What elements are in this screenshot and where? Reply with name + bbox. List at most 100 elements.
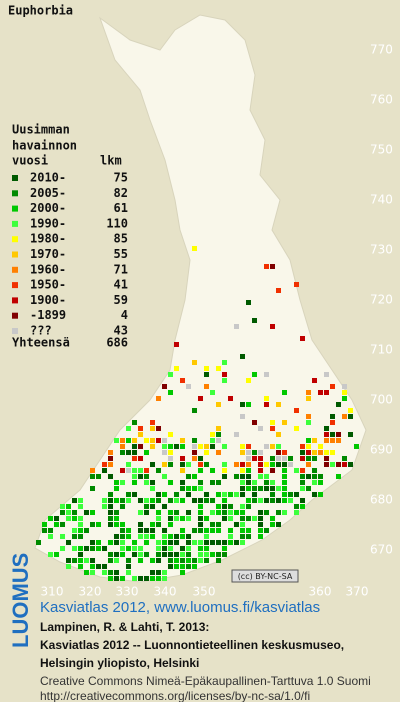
record-square [276, 402, 281, 407]
record-square [282, 456, 287, 461]
record-square [168, 450, 173, 455]
record-square [318, 480, 323, 485]
license-url[interactable]: http://creativecommons.org/licenses/by-n… [40, 689, 310, 702]
record-square [288, 492, 293, 497]
record-square [108, 510, 113, 515]
legend-count: 41 [114, 278, 128, 292]
record-square [336, 438, 341, 443]
record-square [300, 336, 305, 341]
record-square [240, 492, 245, 497]
record-square [294, 426, 299, 431]
legend-heading: vuosi [12, 154, 48, 168]
record-square [168, 432, 173, 437]
record-square [126, 426, 131, 431]
record-square [144, 576, 149, 581]
record-square [114, 516, 119, 521]
record-square [246, 468, 251, 473]
record-square [180, 456, 185, 461]
record-square [126, 546, 131, 551]
record-square [336, 462, 341, 467]
record-square [90, 546, 95, 551]
record-square [54, 552, 59, 557]
record-square [132, 420, 137, 425]
record-square [174, 366, 179, 371]
record-square [138, 546, 143, 551]
record-square [210, 522, 215, 527]
record-square [114, 522, 119, 527]
record-square [162, 474, 167, 479]
record-square [150, 534, 155, 539]
record-square [126, 558, 131, 563]
record-square [204, 498, 209, 503]
record-square [324, 426, 329, 431]
record-square [162, 462, 167, 467]
record-square [276, 486, 281, 491]
record-square [186, 558, 191, 563]
record-square [198, 396, 203, 401]
record-square [156, 516, 161, 521]
record-square [144, 468, 149, 473]
record-square [192, 564, 197, 569]
record-square [144, 552, 149, 557]
record-square [252, 498, 257, 503]
record-square [150, 504, 155, 509]
record-square [138, 426, 143, 431]
record-square [48, 534, 53, 539]
legend-count: 85 [114, 232, 128, 246]
record-square [156, 576, 161, 581]
record-square [330, 384, 335, 389]
record-square [216, 426, 221, 431]
record-square [150, 444, 155, 449]
record-square [108, 522, 113, 527]
record-square [78, 552, 83, 557]
record-square [204, 528, 209, 533]
record-square [66, 540, 71, 545]
record-square [198, 456, 203, 461]
record-square [300, 468, 305, 473]
record-square [198, 522, 203, 527]
record-square [120, 576, 125, 581]
record-square [258, 498, 263, 503]
record-square [342, 384, 347, 389]
record-square [108, 552, 113, 557]
record-square [198, 444, 203, 449]
record-square [108, 498, 113, 503]
citation: Kasviatlas 2012 -- Luonnontieteellinen k… [40, 638, 344, 652]
x-grid-label: 360 [309, 585, 332, 599]
record-square [192, 498, 197, 503]
record-square [174, 552, 179, 557]
record-square [240, 504, 245, 509]
record-square [180, 546, 185, 551]
legend-label: -1899 [30, 308, 66, 322]
record-square [174, 444, 179, 449]
record-square [180, 570, 185, 575]
record-square [150, 486, 155, 491]
record-square [72, 558, 77, 563]
record-square [186, 546, 191, 551]
y-grid-label: 680 [370, 493, 393, 507]
record-square [120, 480, 125, 485]
record-square [210, 540, 215, 545]
record-square [156, 492, 161, 497]
record-square [264, 402, 269, 407]
record-square [90, 522, 95, 527]
record-square [246, 444, 251, 449]
legend-label: 1900- [30, 293, 66, 307]
record-square [216, 510, 221, 515]
record-square [78, 558, 83, 563]
record-square [318, 450, 323, 455]
y-grid-label: 720 [370, 293, 393, 307]
record-square [90, 570, 95, 575]
record-square [120, 444, 125, 449]
record-square [324, 462, 329, 467]
record-square [114, 540, 119, 545]
record-square [282, 390, 287, 395]
record-square [312, 474, 317, 479]
link[interactable]: Kasviatlas 2012, www.luomus.fi/kasviatla… [40, 599, 320, 616]
record-square [222, 510, 227, 515]
record-square [162, 570, 167, 575]
record-square [330, 438, 335, 443]
record-square [276, 456, 281, 461]
record-square [204, 540, 209, 545]
record-square [228, 528, 233, 533]
